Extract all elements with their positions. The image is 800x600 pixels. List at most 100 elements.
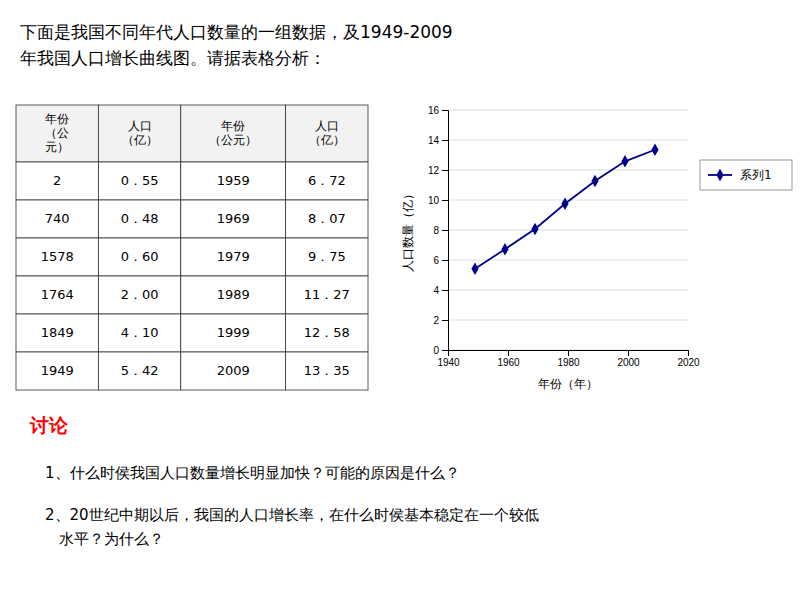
table-header-line: 年份 bbox=[221, 119, 245, 133]
table-header-cell bbox=[98, 105, 180, 162]
tick-mark bbox=[568, 350, 569, 356]
tick-mark bbox=[442, 260, 448, 261]
tick: 1940 bbox=[437, 350, 460, 368]
tick-label: 2020 bbox=[677, 357, 700, 368]
grid-line bbox=[448, 320, 688, 321]
grid-line bbox=[448, 140, 688, 141]
tick: 14 bbox=[428, 135, 448, 146]
table-cell-text: 2009 bbox=[217, 363, 250, 378]
grid-y bbox=[448, 110, 688, 350]
table-header: 年份（公元） bbox=[209, 119, 257, 147]
tick-label: 12 bbox=[428, 165, 440, 176]
tick: 6 bbox=[433, 255, 448, 266]
point bbox=[621, 155, 628, 167]
point bbox=[531, 223, 538, 235]
tick-label: 2 bbox=[433, 315, 439, 326]
point bbox=[561, 198, 568, 210]
legend: 系列1 bbox=[700, 160, 792, 190]
tick: 1980 bbox=[557, 350, 580, 368]
grid-line bbox=[448, 260, 688, 261]
y-axis: 0 2 4 6 8 10 12 14 16 bbox=[428, 105, 449, 356]
tick-label: 1960 bbox=[497, 357, 520, 368]
x-axis: 1940 1960 1980 2000 2020 bbox=[437, 350, 700, 368]
tick-label: 1980 bbox=[557, 357, 580, 368]
tick-label: 1940 bbox=[437, 357, 460, 368]
table-cell bbox=[181, 200, 286, 238]
tick-mark bbox=[442, 170, 448, 171]
discussion-question: 2、20世纪中期以后，我国的人口增长率，在什么时侯基本稳定在一个较低 水平？为什… bbox=[45, 506, 539, 548]
table-header-line: （公 bbox=[45, 126, 69, 140]
plot-area bbox=[471, 144, 658, 275]
tick: 0 bbox=[433, 345, 448, 356]
discussion-question-line: 水平？为什么？ bbox=[45, 530, 164, 548]
table-cell bbox=[181, 238, 286, 276]
table-header-line: 人口 bbox=[128, 119, 152, 133]
table-header: 人口（亿） bbox=[122, 119, 158, 147]
title-line: 年我国人口增长曲线图。请据表格分析： bbox=[20, 48, 326, 68]
discussion-question: 1、什么时侯我国人口数量增长明显加快？可能的原因是什么？ bbox=[45, 464, 460, 482]
tick-mark bbox=[628, 350, 629, 356]
discussion: 讨论 1、什么时侯我国人口数量增长明显加快？可能的原因是什么？ 2、20世纪中期以后… bbox=[29, 414, 539, 548]
tick-label: 0 bbox=[433, 345, 439, 356]
tick-label: 10 bbox=[428, 195, 440, 206]
table-cell bbox=[16, 238, 98, 276]
table-cell bbox=[181, 276, 286, 314]
tick: 8 bbox=[433, 225, 448, 236]
tick-mark bbox=[442, 320, 448, 321]
discussion-title: 讨论 bbox=[29, 414, 69, 436]
grid-line bbox=[448, 230, 688, 231]
grid-line bbox=[448, 170, 688, 171]
grid-line bbox=[448, 110, 688, 111]
table-header-line: 元） bbox=[45, 140, 69, 154]
table-header-line: 年份 bbox=[45, 112, 69, 126]
table-cell-text: 4．10 bbox=[121, 325, 159, 340]
table-cell bbox=[286, 276, 368, 314]
table-cell bbox=[98, 314, 180, 352]
tick: 1960 bbox=[497, 350, 520, 368]
x-axis-title: 年份（年） bbox=[538, 377, 598, 391]
discussion-question-line: 2、20世纪中期以后，我国的人口增长率，在什么时侯基本稳定在一个较低 bbox=[45, 506, 539, 524]
tick-mark bbox=[442, 110, 448, 111]
tick: 16 bbox=[428, 105, 448, 116]
legend-label: 系列1 bbox=[740, 168, 772, 182]
tick-mark bbox=[442, 290, 448, 291]
title-line: 下面是我国不同年代人口数量的一组数据，及1949-2009 bbox=[20, 22, 453, 42]
table-cell bbox=[286, 352, 368, 390]
table: 年份（公元）人口（亿）年份（公元）人口（亿）20．5519596．727400．… bbox=[16, 105, 368, 390]
table-header: 人口（亿） bbox=[309, 119, 345, 147]
page: 下面是我国不同年代人口数量的一组数据，及1949-2009 年我国人口增长曲线图。… bbox=[0, 0, 800, 600]
table-header-cell bbox=[16, 105, 98, 162]
tick-mark bbox=[442, 350, 448, 351]
table-cell-text: 5．42 bbox=[121, 363, 159, 378]
discussion-question-line: 1、什么时侯我国人口数量增长明显加快？可能的原因是什么？ bbox=[45, 464, 460, 482]
table-cell bbox=[286, 162, 368, 200]
tick-mark bbox=[688, 350, 689, 356]
axis-line bbox=[449, 351, 689, 357]
table-cell-text: 0．48 bbox=[121, 211, 159, 226]
axis-line bbox=[442, 111, 449, 351]
tick-label: 14 bbox=[428, 135, 440, 146]
table-cell bbox=[98, 276, 180, 314]
table-cell bbox=[16, 314, 98, 352]
table-cell-text: 2．00 bbox=[121, 287, 159, 302]
table-cell bbox=[16, 200, 98, 238]
table-cell-text: 1969 bbox=[217, 211, 250, 226]
tick: 2 bbox=[433, 315, 448, 326]
y-axis-title: 人口数量（亿） bbox=[401, 188, 415, 272]
table-cell bbox=[286, 314, 368, 352]
series-line bbox=[475, 150, 655, 269]
tick: 10 bbox=[428, 195, 448, 206]
tick: 2020 bbox=[677, 350, 700, 368]
tick-label: 4 bbox=[433, 285, 439, 296]
tick-label: 2000 bbox=[617, 357, 640, 368]
table-header-cell bbox=[286, 105, 368, 162]
tick-mark bbox=[442, 230, 448, 231]
table-header-cell bbox=[181, 105, 286, 162]
point bbox=[501, 243, 508, 255]
legend-box bbox=[700, 160, 792, 190]
table-cell-text: 1979 bbox=[217, 249, 250, 264]
table-header-line: 人口 bbox=[315, 119, 339, 133]
table-header-line: （亿） bbox=[309, 133, 345, 147]
table-cell bbox=[286, 238, 368, 276]
title: 下面是我国不同年代人口数量的一组数据，及1949-2009 年我国人口增长曲线图。… bbox=[20, 22, 453, 68]
